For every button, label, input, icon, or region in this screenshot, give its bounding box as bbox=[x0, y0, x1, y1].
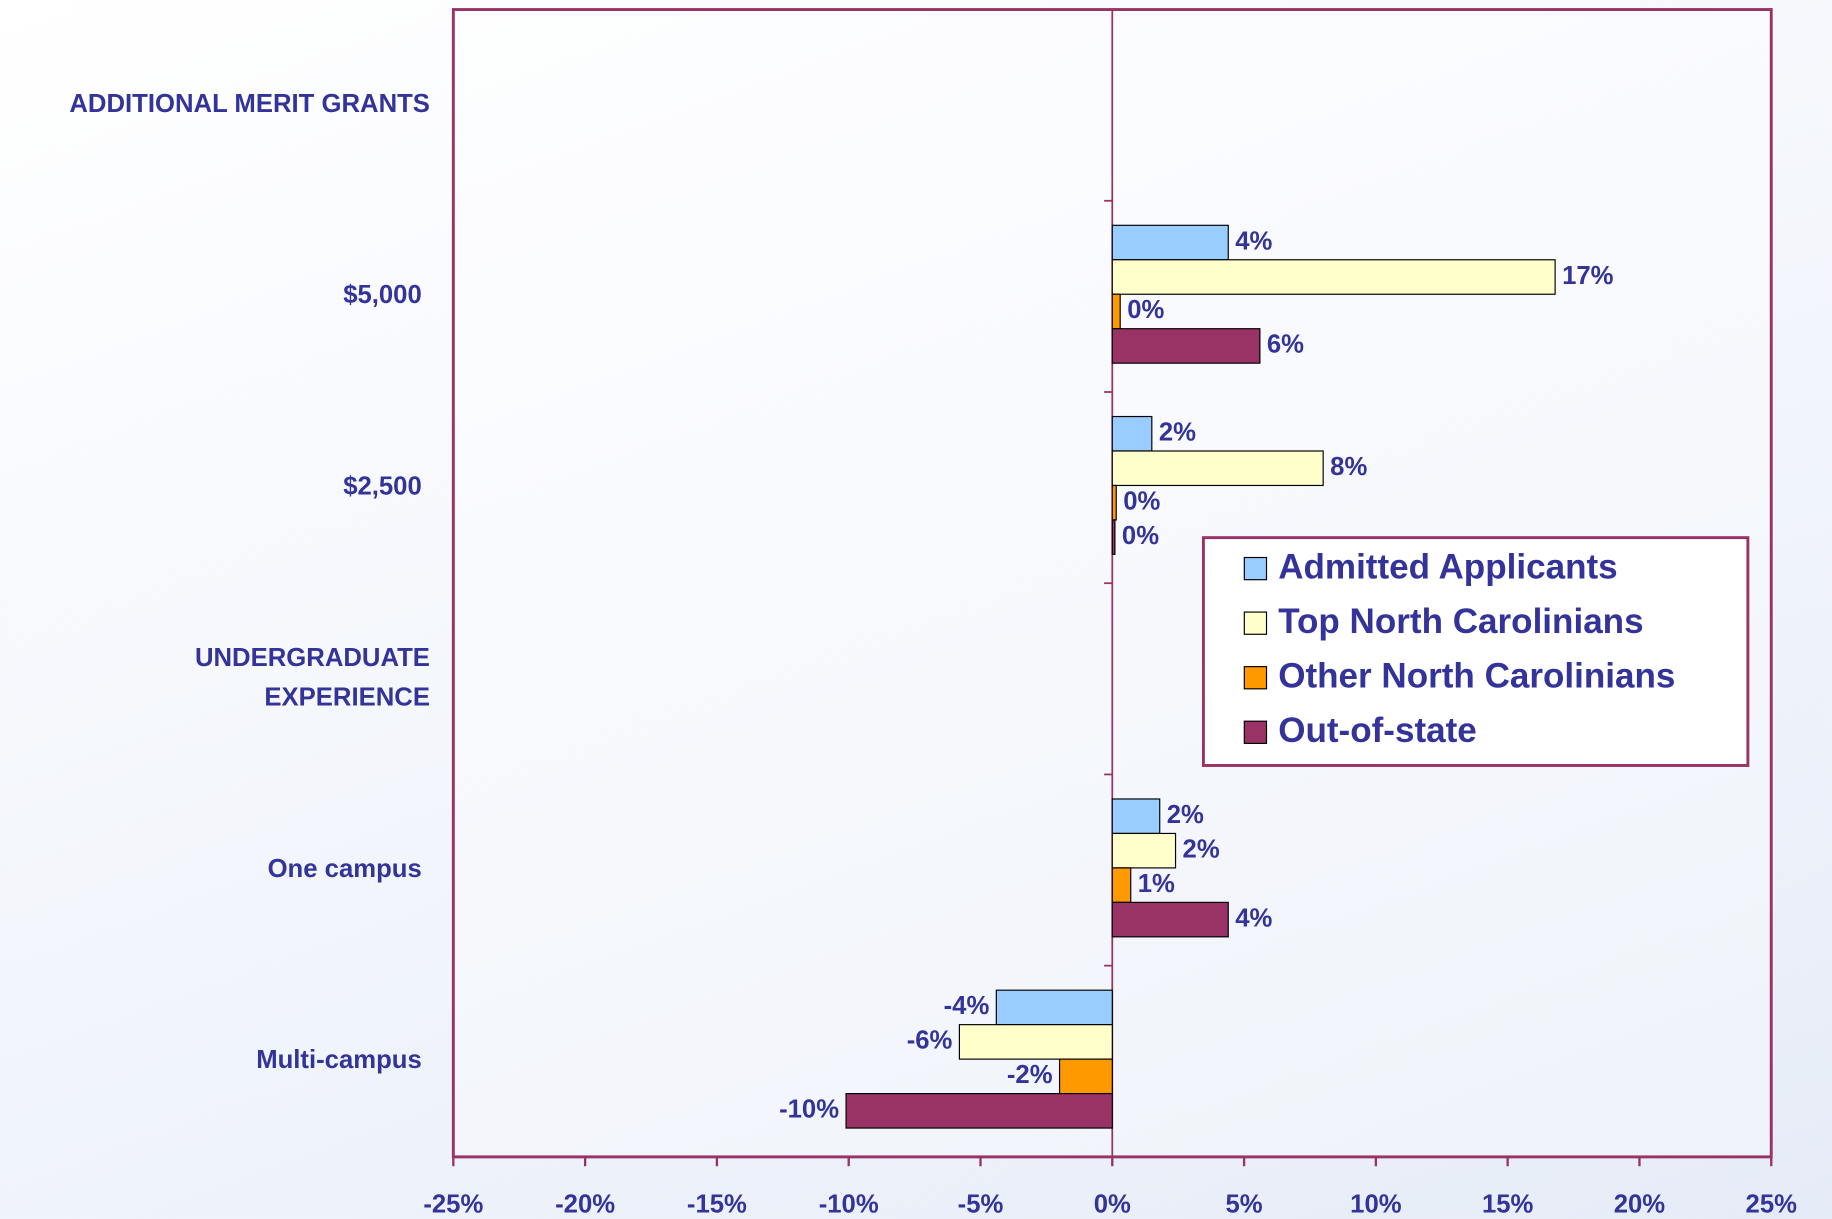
bar bbox=[1111, 415, 1153, 452]
legend-box bbox=[1201, 536, 1750, 767]
legend-label: Top North Carolinians bbox=[1278, 602, 1643, 641]
bar bbox=[1111, 901, 1229, 938]
category-label: One campus bbox=[268, 855, 422, 883]
bar bbox=[1111, 224, 1229, 261]
legend-label: Out-of-state bbox=[1278, 711, 1477, 750]
category-label: $2,500 bbox=[343, 472, 422, 500]
x-tick-label: -25% bbox=[423, 1191, 483, 1219]
bar bbox=[1111, 484, 1117, 521]
legend-swatch bbox=[1243, 556, 1268, 581]
x-tick-label: 10% bbox=[1350, 1191, 1402, 1219]
x-tick-label: -10% bbox=[819, 1191, 879, 1219]
bar bbox=[845, 1093, 1113, 1129]
bar bbox=[1058, 1058, 1113, 1095]
bar bbox=[958, 1024, 1113, 1060]
bar bbox=[1111, 293, 1121, 330]
bar bbox=[1111, 450, 1324, 487]
bar bbox=[1111, 832, 1177, 869]
value-label: -2% bbox=[1007, 1061, 1053, 1089]
legend: Admitted Applicants Top North Carolinians… bbox=[1201, 536, 1750, 767]
x-tick-label: -5% bbox=[958, 1191, 1004, 1219]
x-tick-label: 20% bbox=[1614, 1191, 1666, 1219]
value-label: 0% bbox=[1127, 296, 1164, 324]
category-label: Multi-campus bbox=[256, 1046, 422, 1074]
bar bbox=[1111, 519, 1116, 555]
category-label: UNDERGRADUATE EXPERIENCE bbox=[195, 644, 430, 712]
value-label: 2% bbox=[1159, 419, 1196, 447]
bar bbox=[1111, 798, 1161, 835]
value-label: 2% bbox=[1183, 835, 1220, 863]
legend-swatch bbox=[1243, 666, 1268, 690]
bar bbox=[1111, 328, 1261, 364]
category-label: $5,000 bbox=[343, 281, 422, 309]
value-label: 2% bbox=[1167, 801, 1204, 829]
value-label: -4% bbox=[944, 992, 990, 1020]
bar bbox=[1111, 867, 1132, 903]
x-tick-label: -20% bbox=[555, 1191, 615, 1219]
legend-label: Other North Carolinians bbox=[1278, 657, 1675, 696]
bar bbox=[995, 989, 1113, 1026]
bar bbox=[1111, 259, 1556, 295]
value-label: 4% bbox=[1235, 227, 1272, 255]
value-label: -6% bbox=[907, 1027, 953, 1055]
value-label: 4% bbox=[1235, 904, 1272, 932]
x-tick-label: 0% bbox=[1094, 1191, 1131, 1219]
x-tick-label: 15% bbox=[1482, 1191, 1534, 1219]
value-label: 1% bbox=[1138, 870, 1175, 898]
value-label: 0% bbox=[1123, 487, 1160, 515]
legend-label: Admitted Applicants bbox=[1278, 547, 1617, 586]
value-label: 0% bbox=[1122, 522, 1159, 550]
legend-swatch bbox=[1243, 720, 1268, 744]
x-tick-label: -15% bbox=[687, 1191, 747, 1219]
legend-swatch bbox=[1243, 611, 1268, 635]
value-label: 6% bbox=[1267, 331, 1304, 359]
value-label: -10% bbox=[779, 1096, 839, 1124]
x-tick-label: 25% bbox=[1746, 1191, 1798, 1219]
value-label: 17% bbox=[1562, 262, 1614, 290]
x-tick-label: 5% bbox=[1226, 1191, 1263, 1219]
value-label: 8% bbox=[1330, 453, 1367, 481]
category-label: ADDITIONAL MERIT GRANTS bbox=[69, 90, 430, 118]
